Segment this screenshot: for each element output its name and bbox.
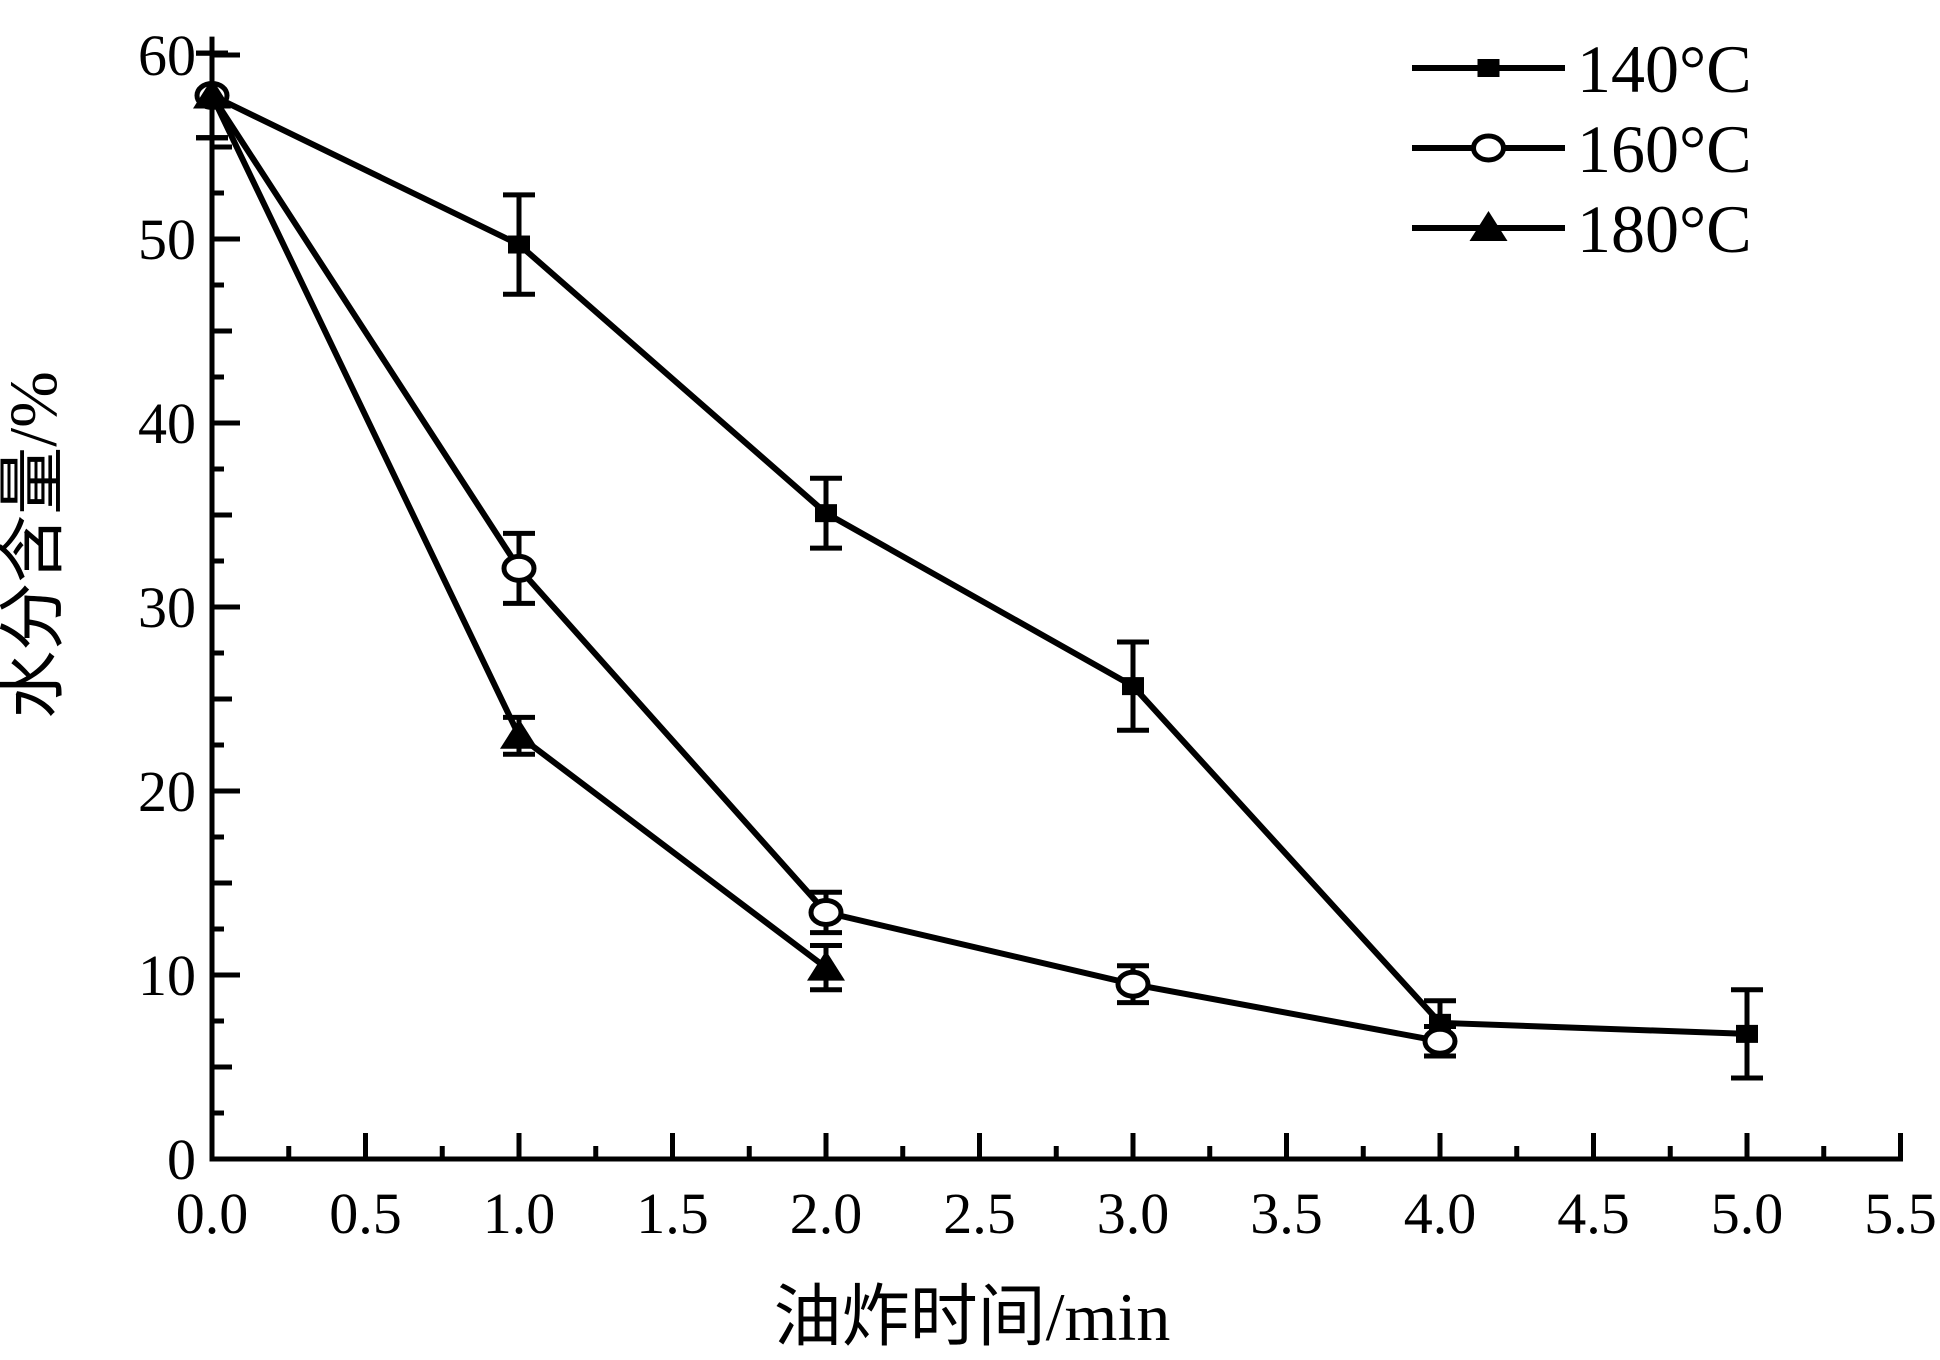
- y-tick-label: 20: [138, 759, 196, 824]
- x-tick-label: 4.0: [1404, 1181, 1477, 1246]
- series-160C: [194, 50, 1458, 1059]
- legend-item: 160°C: [1412, 111, 1752, 187]
- filled-square-icon: [1736, 1024, 1758, 1043]
- y-tick-label: 50: [138, 207, 196, 272]
- series-180C: [193, 50, 845, 993]
- x-tick-label: 4.5: [1557, 1181, 1630, 1246]
- y-tick-label: 10: [138, 943, 196, 1008]
- legend-label: 160°C: [1577, 111, 1752, 187]
- open-circle-icon: [501, 553, 537, 583]
- y-tick-label: 40: [138, 391, 196, 456]
- x-tick-label: 0.0: [176, 1181, 249, 1246]
- legend-label: 180°C: [1577, 191, 1752, 267]
- open-circle-icon: [1115, 969, 1151, 999]
- y-tick-label: 60: [138, 23, 196, 88]
- y-axis-title: 水分含量/%: [0, 371, 71, 719]
- axes: 0.0 0.5 1.0 1.5 2.0 2.5 3.0 3.5 4.0 4.5 5.0 5.5 0 10 2…: [138, 23, 1937, 1246]
- series-140C: [196, 50, 1763, 1081]
- x-tick-label: 5.5: [1864, 1181, 1937, 1246]
- filled-square-icon: [1122, 677, 1144, 696]
- filled-square-icon: [1477, 59, 1500, 77]
- x-tick-label: 3.5: [1250, 1181, 1323, 1246]
- y-tick-label: 0: [167, 1127, 196, 1192]
- open-circle-icon: [808, 897, 844, 927]
- data-series: [193, 50, 1763, 1081]
- series-line: [210, 92, 1748, 1037]
- filled-triangle-icon: [1469, 211, 1508, 241]
- filled-triangle-icon: [500, 718, 538, 749]
- filled-square-icon: [508, 235, 530, 254]
- x-tick-label: 1.5: [636, 1181, 709, 1246]
- x-tick-label: 1.0: [483, 1181, 556, 1246]
- y-tick-label: 30: [138, 575, 196, 640]
- x-tick-label: 2.0: [790, 1181, 863, 1246]
- open-circle-icon: [1422, 1026, 1458, 1056]
- x-tick-label: 5.0: [1711, 1181, 1784, 1246]
- filled-triangle-icon: [193, 78, 231, 109]
- filled-square-icon: [815, 504, 837, 523]
- legend-label: 140°C: [1577, 31, 1752, 107]
- open-circle-icon: [1471, 133, 1506, 163]
- x-tick-label: 3.0: [1097, 1181, 1170, 1246]
- legend-item: 140°C: [1412, 31, 1752, 107]
- filled-triangle-icon: [807, 950, 845, 981]
- x-tick-label: 2.5: [943, 1181, 1016, 1246]
- x-axis-title: 油炸时间/min: [774, 1279, 1171, 1355]
- x-tick-label: 0.5: [329, 1181, 402, 1246]
- legend-item: 180°C: [1412, 191, 1752, 267]
